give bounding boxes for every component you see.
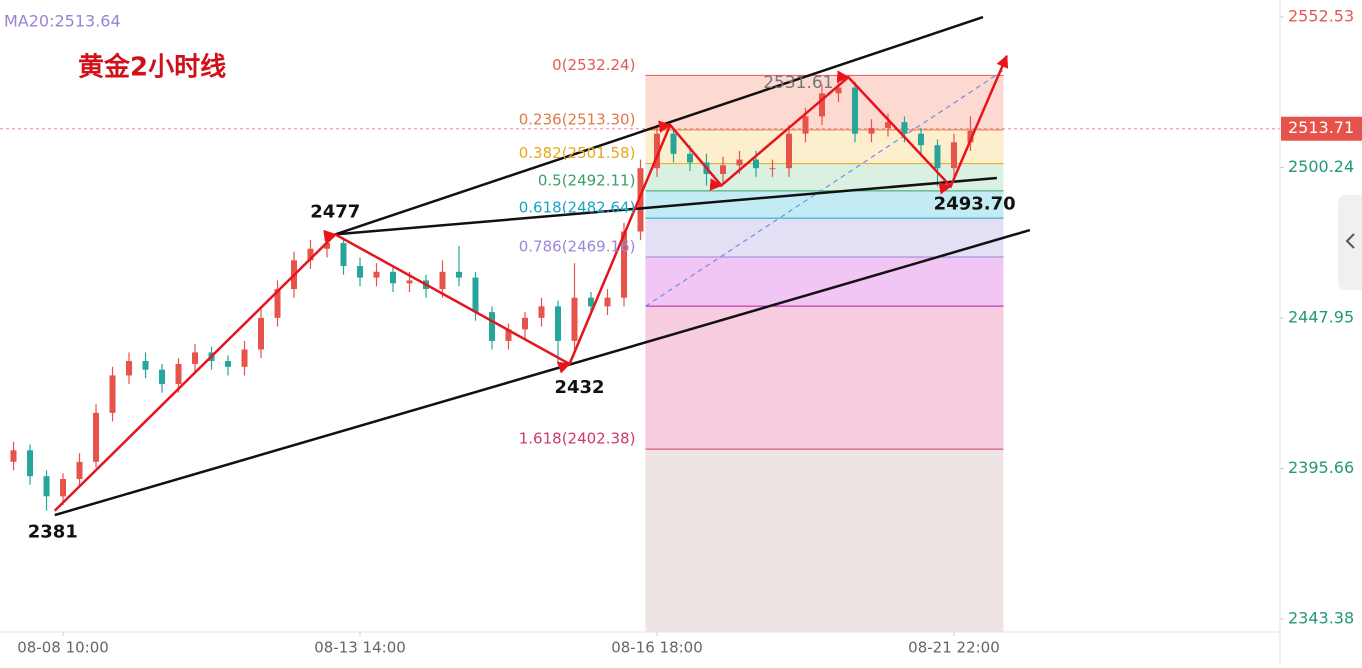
point-label: 2477: [310, 201, 360, 222]
candle-body: [126, 361, 133, 376]
y-tick-label: 2447.95: [1288, 308, 1354, 327]
y-tick-label: 2552.53: [1288, 7, 1354, 26]
candle-body: [901, 122, 908, 134]
candle-body: [917, 133, 924, 146]
y-tick-label: 2500.24: [1288, 157, 1354, 176]
x-tick-label: 08-08 10:00: [17, 639, 109, 657]
candle-body: [736, 159, 743, 166]
candle-body: [307, 248, 314, 261]
fib-label: 0.618(2482.64): [519, 199, 636, 217]
candle-body: [851, 87, 858, 134]
wave-path: [53, 54, 1009, 512]
point-label: 2531.61: [763, 73, 833, 93]
candle-body: [785, 133, 792, 169]
candle-body: [686, 153, 693, 163]
fib-label: 0(2532.24): [552, 56, 635, 74]
last-price-label: 2513.71: [1288, 118, 1354, 137]
candle-body: [752, 159, 759, 169]
x-tick-label: 08-21 22:00: [908, 639, 1000, 657]
candle-body: [142, 361, 149, 370]
panel-toggle-icon: [1345, 233, 1355, 249]
candle-body: [225, 361, 232, 367]
candle-body: [175, 363, 182, 385]
candle-body: [472, 277, 479, 313]
panel-toggle[interactable]: [1338, 195, 1362, 290]
candle-body: [43, 476, 50, 497]
fib-label: 0.382(2501.58): [519, 144, 636, 162]
candle-body: [274, 289, 281, 318]
y-tick-label: 2395.66: [1288, 458, 1354, 477]
candle-body: [456, 271, 463, 278]
point-label: 2493.70: [934, 193, 1016, 214]
candle-body: [258, 317, 265, 350]
point-label: 2432: [554, 377, 604, 398]
candle-body: [357, 266, 364, 278]
candle-body: [241, 349, 248, 367]
candle-body: [159, 369, 166, 385]
fib-band: [645, 218, 1004, 257]
candle-body: [109, 375, 116, 413]
candle-body: [340, 243, 347, 267]
fib-label: 0.5(2492.11): [538, 171, 636, 189]
candle-body: [390, 271, 397, 284]
candle-body: [60, 479, 67, 497]
candle-body: [10, 450, 17, 462]
candle-body: [76, 461, 83, 480]
candle-body: [373, 271, 380, 278]
candle-body: [571, 297, 578, 341]
fib-label: 1.618(2402.38): [519, 430, 636, 448]
candle-body: [27, 450, 34, 477]
candle-body: [93, 412, 100, 462]
fib-band: [645, 449, 1004, 632]
candle-body: [522, 317, 529, 330]
x-tick-label: 08-16 18:00: [611, 639, 703, 657]
candle-body: [406, 280, 413, 284]
candle-body: [439, 271, 446, 290]
candle-body: [489, 312, 496, 341]
candle-body: [802, 116, 809, 134]
candle-body: [192, 352, 199, 364]
candle-body: [769, 168, 776, 170]
candle-body: [950, 142, 957, 169]
candle-body: [604, 297, 611, 307]
plot-area: [0, 15, 1280, 632]
candle-body: [719, 165, 726, 174]
fib-label: 0.236(2513.30): [519, 110, 636, 128]
fib-label: 0.786(2469.16): [519, 237, 636, 255]
chart-title: 黄金2小时线: [78, 52, 226, 83]
candle-body: [868, 127, 875, 134]
x-tick-label: 08-13 14:00: [314, 639, 406, 657]
point-label: 2381: [28, 522, 78, 543]
last-price-tag: [1281, 116, 1362, 141]
ma-label: MA20:2513.64: [4, 12, 121, 31]
candle-body: [554, 306, 561, 341]
fib-band: [645, 256, 1004, 307]
y-tick-label: 2343.38: [1288, 608, 1354, 627]
candle-body: [934, 145, 941, 169]
candle-body: [670, 133, 677, 154]
candle-body: [538, 306, 545, 318]
